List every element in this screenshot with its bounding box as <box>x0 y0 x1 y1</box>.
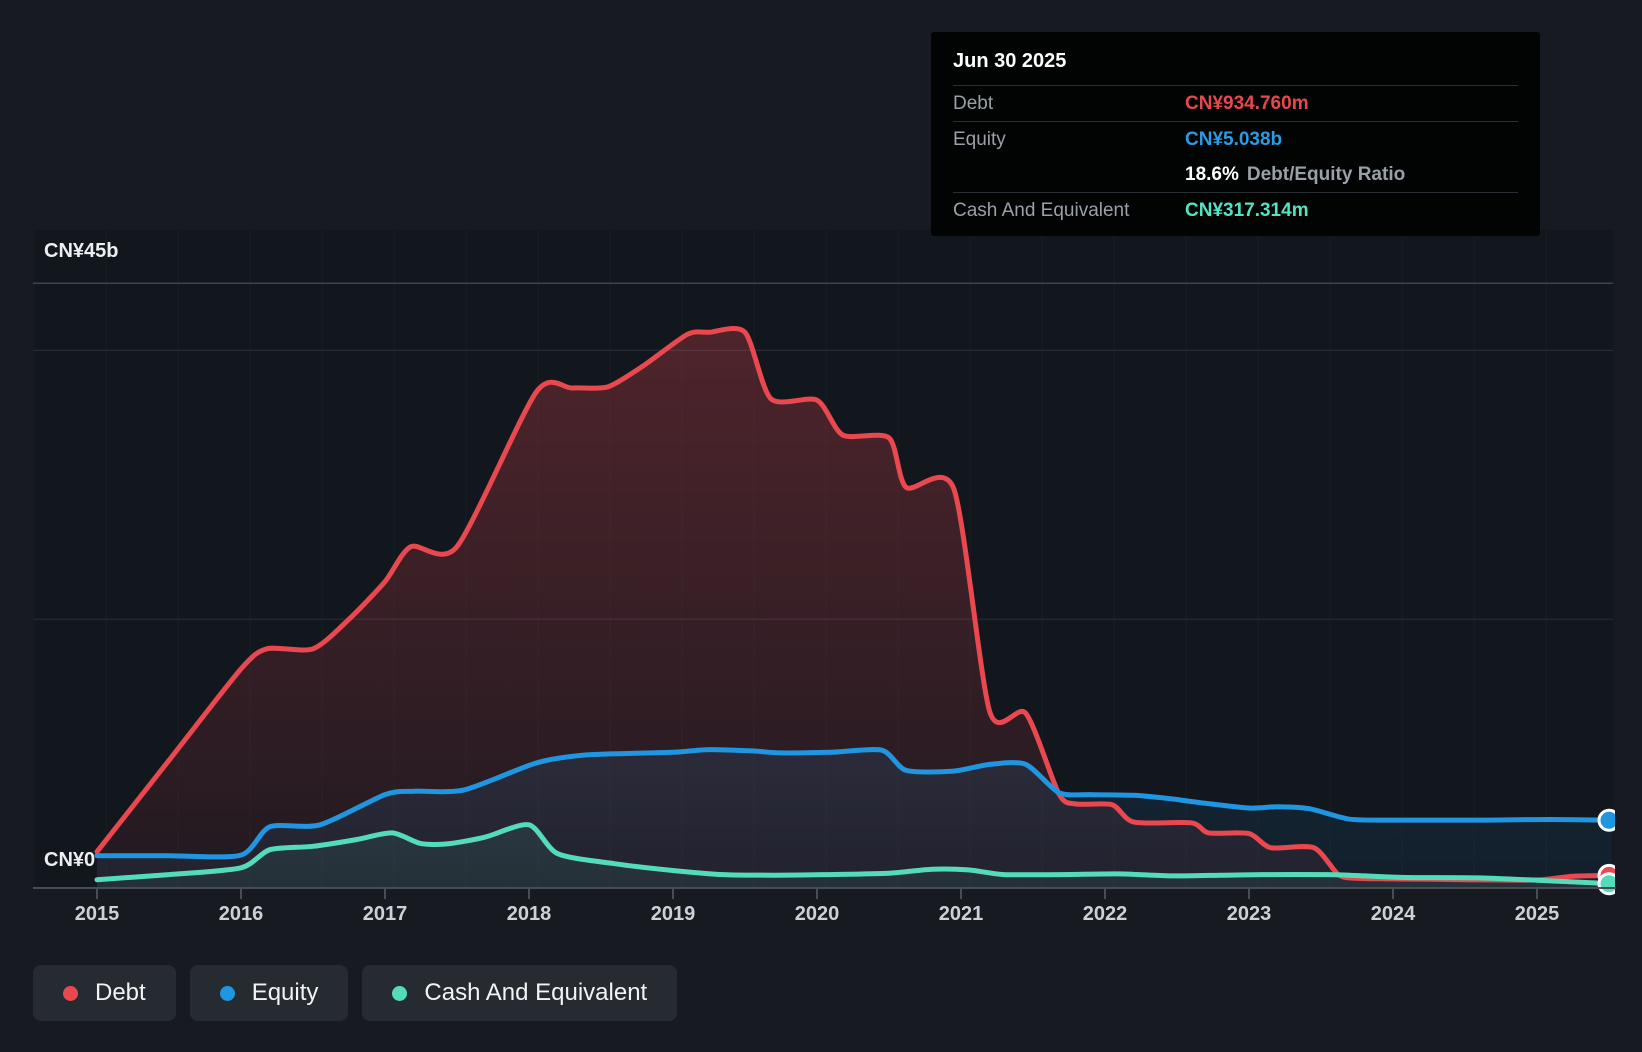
legend-label-cash-and-equivalent: Cash And Equivalent <box>424 979 648 1006</box>
chart-tooltip: Jun 30 2025 Debt CN¥934.760m Equity CN¥5… <box>931 32 1540 236</box>
ratio-percent: 18.6% <box>1185 163 1239 185</box>
cash-and-equivalent-legend-dot-icon <box>392 985 408 1001</box>
legend-item-equity[interactable]: Equity <box>189 965 349 1021</box>
x-axis-label-2023: 2023 <box>1226 903 1272 925</box>
x-axis-label-2021: 2021 <box>938 903 984 925</box>
x-axis-label-2022: 2022 <box>1082 903 1128 925</box>
ratio-label: Debt/Equity Ratio <box>1246 163 1406 185</box>
debt-area <box>97 328 1612 888</box>
y-axis-max-label: CN¥45b <box>44 240 119 262</box>
x-axis-label-2024: 2024 <box>1370 903 1416 925</box>
x-axis-label-2016: 2016 <box>218 903 264 925</box>
tooltip-equity-label: Equity <box>953 128 1006 150</box>
tooltip-cash-label: Cash And Equivalent <box>953 199 1130 221</box>
tooltip-equity-value: CN¥5.038b <box>1185 128 1283 150</box>
legend-label-equity: Equity <box>251 979 319 1006</box>
tooltip-date: Jun 30 2025 <box>953 44 1518 86</box>
tooltip-cash-value: CN¥317.314m <box>1185 199 1309 221</box>
cash-and-equivalent-line[interactable] <box>94 822 1615 887</box>
y-axis-zero-label: CN¥0 <box>44 849 96 871</box>
tooltip-row-cash: Cash And Equivalent CN¥317.314m <box>953 193 1518 228</box>
tooltip-ratio-value: 18.6% Debt/Equity Ratio <box>1185 164 1405 186</box>
legend-item-cash-and-equivalent[interactable]: Cash And Equivalent <box>362 965 678 1021</box>
legend-item-debt[interactable]: Debt <box>33 965 176 1021</box>
x-axis-label-2025: 2025 <box>1514 903 1560 925</box>
x-axis-label-2015: 2015 <box>74 903 120 925</box>
tooltip-debt-value: CN¥934.760m <box>1185 92 1309 114</box>
tooltip-debt-label: Debt <box>953 92 994 114</box>
equity-line[interactable] <box>94 747 1615 860</box>
tooltip-row-ratio: 18.6% Debt/Equity Ratio <box>953 157 1518 193</box>
x-axis-label-2018: 2018 <box>506 903 552 925</box>
x-axis-label-2017: 2017 <box>362 903 408 925</box>
equity-end-marker[interactable] <box>1597 808 1619 832</box>
equity-legend-dot-icon <box>219 985 235 1001</box>
cash-and-equivalent-end-marker[interactable] <box>1597 872 1619 896</box>
tooltip-row-equity: Equity CN¥5.038b <box>953 122 1518 157</box>
debt-line[interactable] <box>94 326 1615 883</box>
x-axis-label-2019: 2019 <box>650 903 696 925</box>
legend-label-debt: Debt <box>95 979 146 1006</box>
chart-legend: Debt Equity Cash And Equivalent <box>33 965 678 1021</box>
tooltip-row-debt: Debt CN¥934.760m <box>953 86 1518 122</box>
debt-legend-dot-icon <box>63 985 78 1001</box>
x-axis-label-2020: 2020 <box>794 903 840 925</box>
